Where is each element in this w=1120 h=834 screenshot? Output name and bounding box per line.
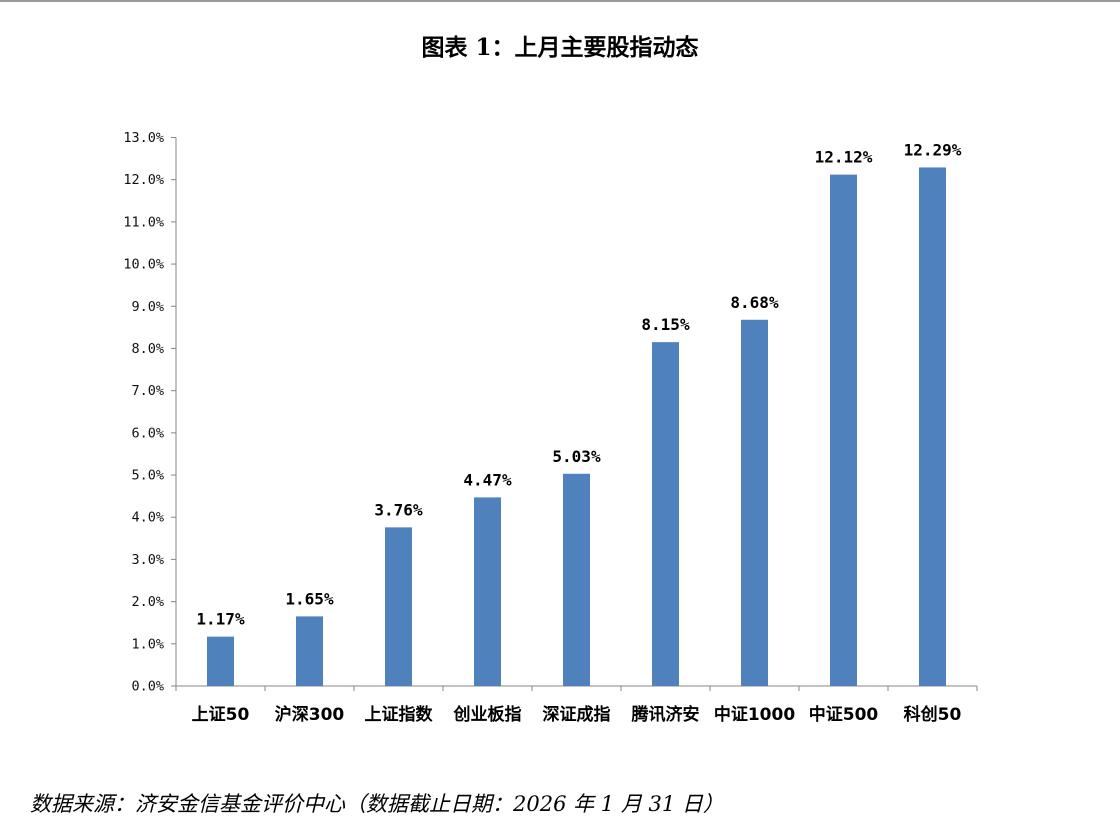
data-label: 8.15% (641, 315, 690, 334)
bars (207, 167, 946, 687)
data-source-note: 数据来源：济安金信基金评价中心（数据截止日期：2026 年 1 月 31 日） (30, 792, 724, 816)
x-category-label: 深证成指 (543, 704, 611, 725)
x-axis: 上证50 沪深300 上证指数 创业板指 深证成指 腾讯济安 中证1000 中证500 科创50 (175, 685, 978, 725)
x-category-label: 上证50 (192, 705, 250, 725)
x-category-label: 中证500 (809, 704, 879, 725)
bar (385, 527, 412, 686)
y-tick-label: 13.0% (123, 130, 164, 146)
x-category-label: 上证指数 (365, 704, 434, 725)
data-label: 8.68% (730, 293, 779, 312)
y-tick-label: 5.0% (131, 468, 164, 484)
x-category-label: 创业板指 (453, 704, 522, 725)
bar (652, 342, 679, 686)
x-category-label: 中证1000 (714, 704, 795, 725)
data-label: 5.03% (552, 447, 601, 466)
bar (830, 174, 857, 687)
data-label: 3.76% (374, 500, 423, 519)
y-tick-label: 2.0% (131, 594, 164, 610)
data-label: 12.12% (815, 148, 873, 167)
y-tick-label: 0.0% (131, 679, 164, 695)
data-label: 12.29% (904, 140, 962, 159)
data-label: 1.65% (285, 589, 334, 608)
x-category-label: 腾讯济安 (632, 704, 700, 725)
y-tick-label: 10.0% (123, 257, 164, 273)
chart-title: 图表 1：上月主要股指动态 (421, 34, 699, 61)
y-tick-label: 12.0% (123, 172, 164, 188)
data-labels: 1.17% 1.65% 3.76% 4.47% 5.03% 8.15% 8.68% 12.12… (196, 140, 961, 628)
bar (474, 497, 501, 686)
y-tick-label: 3.0% (131, 552, 164, 568)
y-tick-label: 7.0% (131, 383, 164, 399)
y-axis: 0.0% 1.0% 2.0% 3.0% 4.0% 5.0% 6.0% 7.0% 8.0% 9.0%… (123, 130, 177, 695)
x-category-label: 沪深300 (275, 704, 345, 725)
data-label: 4.47% (463, 470, 512, 489)
y-tick-label: 9.0% (131, 299, 164, 315)
data-label: 1.17% (196, 610, 245, 629)
bar (296, 616, 323, 686)
y-tick-label: 8.0% (131, 341, 164, 357)
x-category-label: 科创50 (904, 704, 962, 725)
top-divider (0, 0, 1120, 2)
bar (919, 167, 946, 686)
y-tick-label: 6.0% (131, 425, 164, 441)
bar (207, 636, 234, 686)
bar (563, 473, 590, 686)
y-tick-label: 11.0% (123, 214, 164, 230)
y-tick-label: 1.0% (131, 636, 164, 652)
y-tick-label: 4.0% (131, 510, 164, 526)
bar (741, 319, 768, 686)
